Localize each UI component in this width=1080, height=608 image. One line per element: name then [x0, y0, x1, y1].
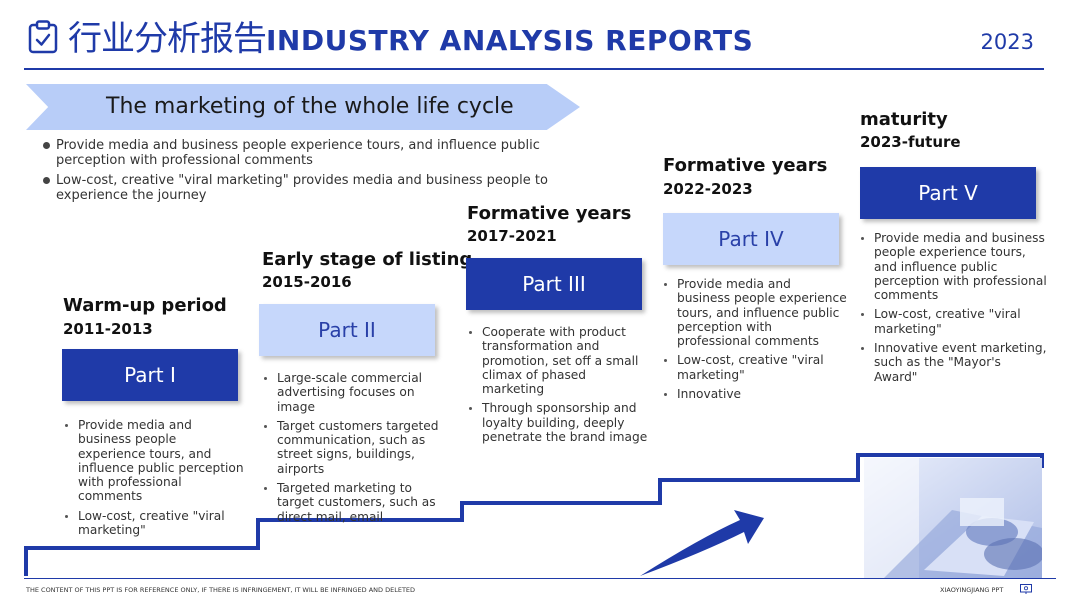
part-3-box: Part III: [466, 258, 642, 310]
footer-disclaimer: THE CONTENT OF THIS PPT IS FOR REFERENCE…: [26, 586, 416, 594]
part-4-box: Part IV: [663, 213, 839, 265]
summary-bullet: Provide media and business people experi…: [40, 138, 610, 168]
list-item: Provide media and business people experi…: [661, 277, 847, 348]
lifecycle-banner: [26, 84, 580, 130]
footer-divider: [24, 578, 1056, 579]
summary-bullet: Low-cost, creative "viral marketing" pro…: [40, 173, 610, 203]
page-title: 行业分析报告INDUSTRY ANALYSIS REPORTS: [68, 16, 753, 62]
list-item: Targeted marketing to target customers, …: [261, 481, 443, 524]
part-2-bullets: Large-scale commercial advertising focus…: [261, 371, 443, 529]
list-item: Cooperate with product transformation an…: [466, 325, 648, 396]
list-item: Low-cost, creative "viral marketing": [62, 509, 244, 538]
part-1-box: Part I: [62, 349, 238, 401]
list-item: Low-cost, creative "viral marketing": [858, 307, 1048, 336]
stage-title: Early stage of listing: [262, 249, 473, 270]
lifecycle-banner-text: The marketing of the whole life cycle: [106, 94, 514, 119]
presentation-icon: [1020, 584, 1032, 594]
stage-title: maturity: [860, 109, 948, 130]
stage-years: 2023-future: [860, 133, 961, 151]
part-5-box: Part V: [860, 167, 1036, 219]
clipboard-icon: [28, 20, 58, 54]
part-2-box: Part II: [259, 304, 435, 356]
page-title-cn: 行业分析报告: [68, 19, 267, 59]
stage-title: Formative years: [663, 155, 828, 176]
footer-brand: XIAOYINGJIANG PPT: [940, 586, 1004, 594]
page-title-en: INDUSTRY ANALYSIS REPORTS: [266, 24, 754, 57]
list-item: Provide media and business people experi…: [62, 418, 244, 504]
list-item: Through sponsorship and loyalty building…: [466, 401, 648, 444]
part-3-bullets: Cooperate with product transformation an…: [466, 325, 648, 449]
header-divider: [24, 68, 1044, 70]
list-item: Large-scale commercial advertising focus…: [261, 371, 443, 414]
part-1-bullets: Provide media and business people experi…: [62, 418, 244, 542]
stage-years: 2017-2021: [467, 227, 557, 245]
office-photo: [864, 458, 1042, 578]
stage-years: 2011-2013: [63, 320, 153, 338]
stage-title: Warm-up period: [63, 295, 227, 316]
list-item: Innovative event marketing, such as the …: [858, 341, 1048, 384]
stage-years: 2015-2016: [262, 273, 352, 291]
stage-years: 2022-2023: [663, 180, 753, 198]
list-item: Low-cost, creative "viral marketing": [661, 353, 847, 382]
list-item: Provide media and business people experi…: [858, 231, 1048, 302]
summary-bullets: Provide media and business people experi…: [40, 138, 610, 208]
part-4-bullets: Provide media and business people experi…: [661, 277, 847, 406]
list-item: Target customers targeted communication,…: [261, 419, 443, 476]
stage-title: Formative years: [467, 203, 632, 224]
list-item: Innovative: [661, 387, 847, 401]
part-5-bullets: Provide media and business people experi…: [858, 231, 1048, 389]
report-year: 2023: [980, 30, 1034, 54]
